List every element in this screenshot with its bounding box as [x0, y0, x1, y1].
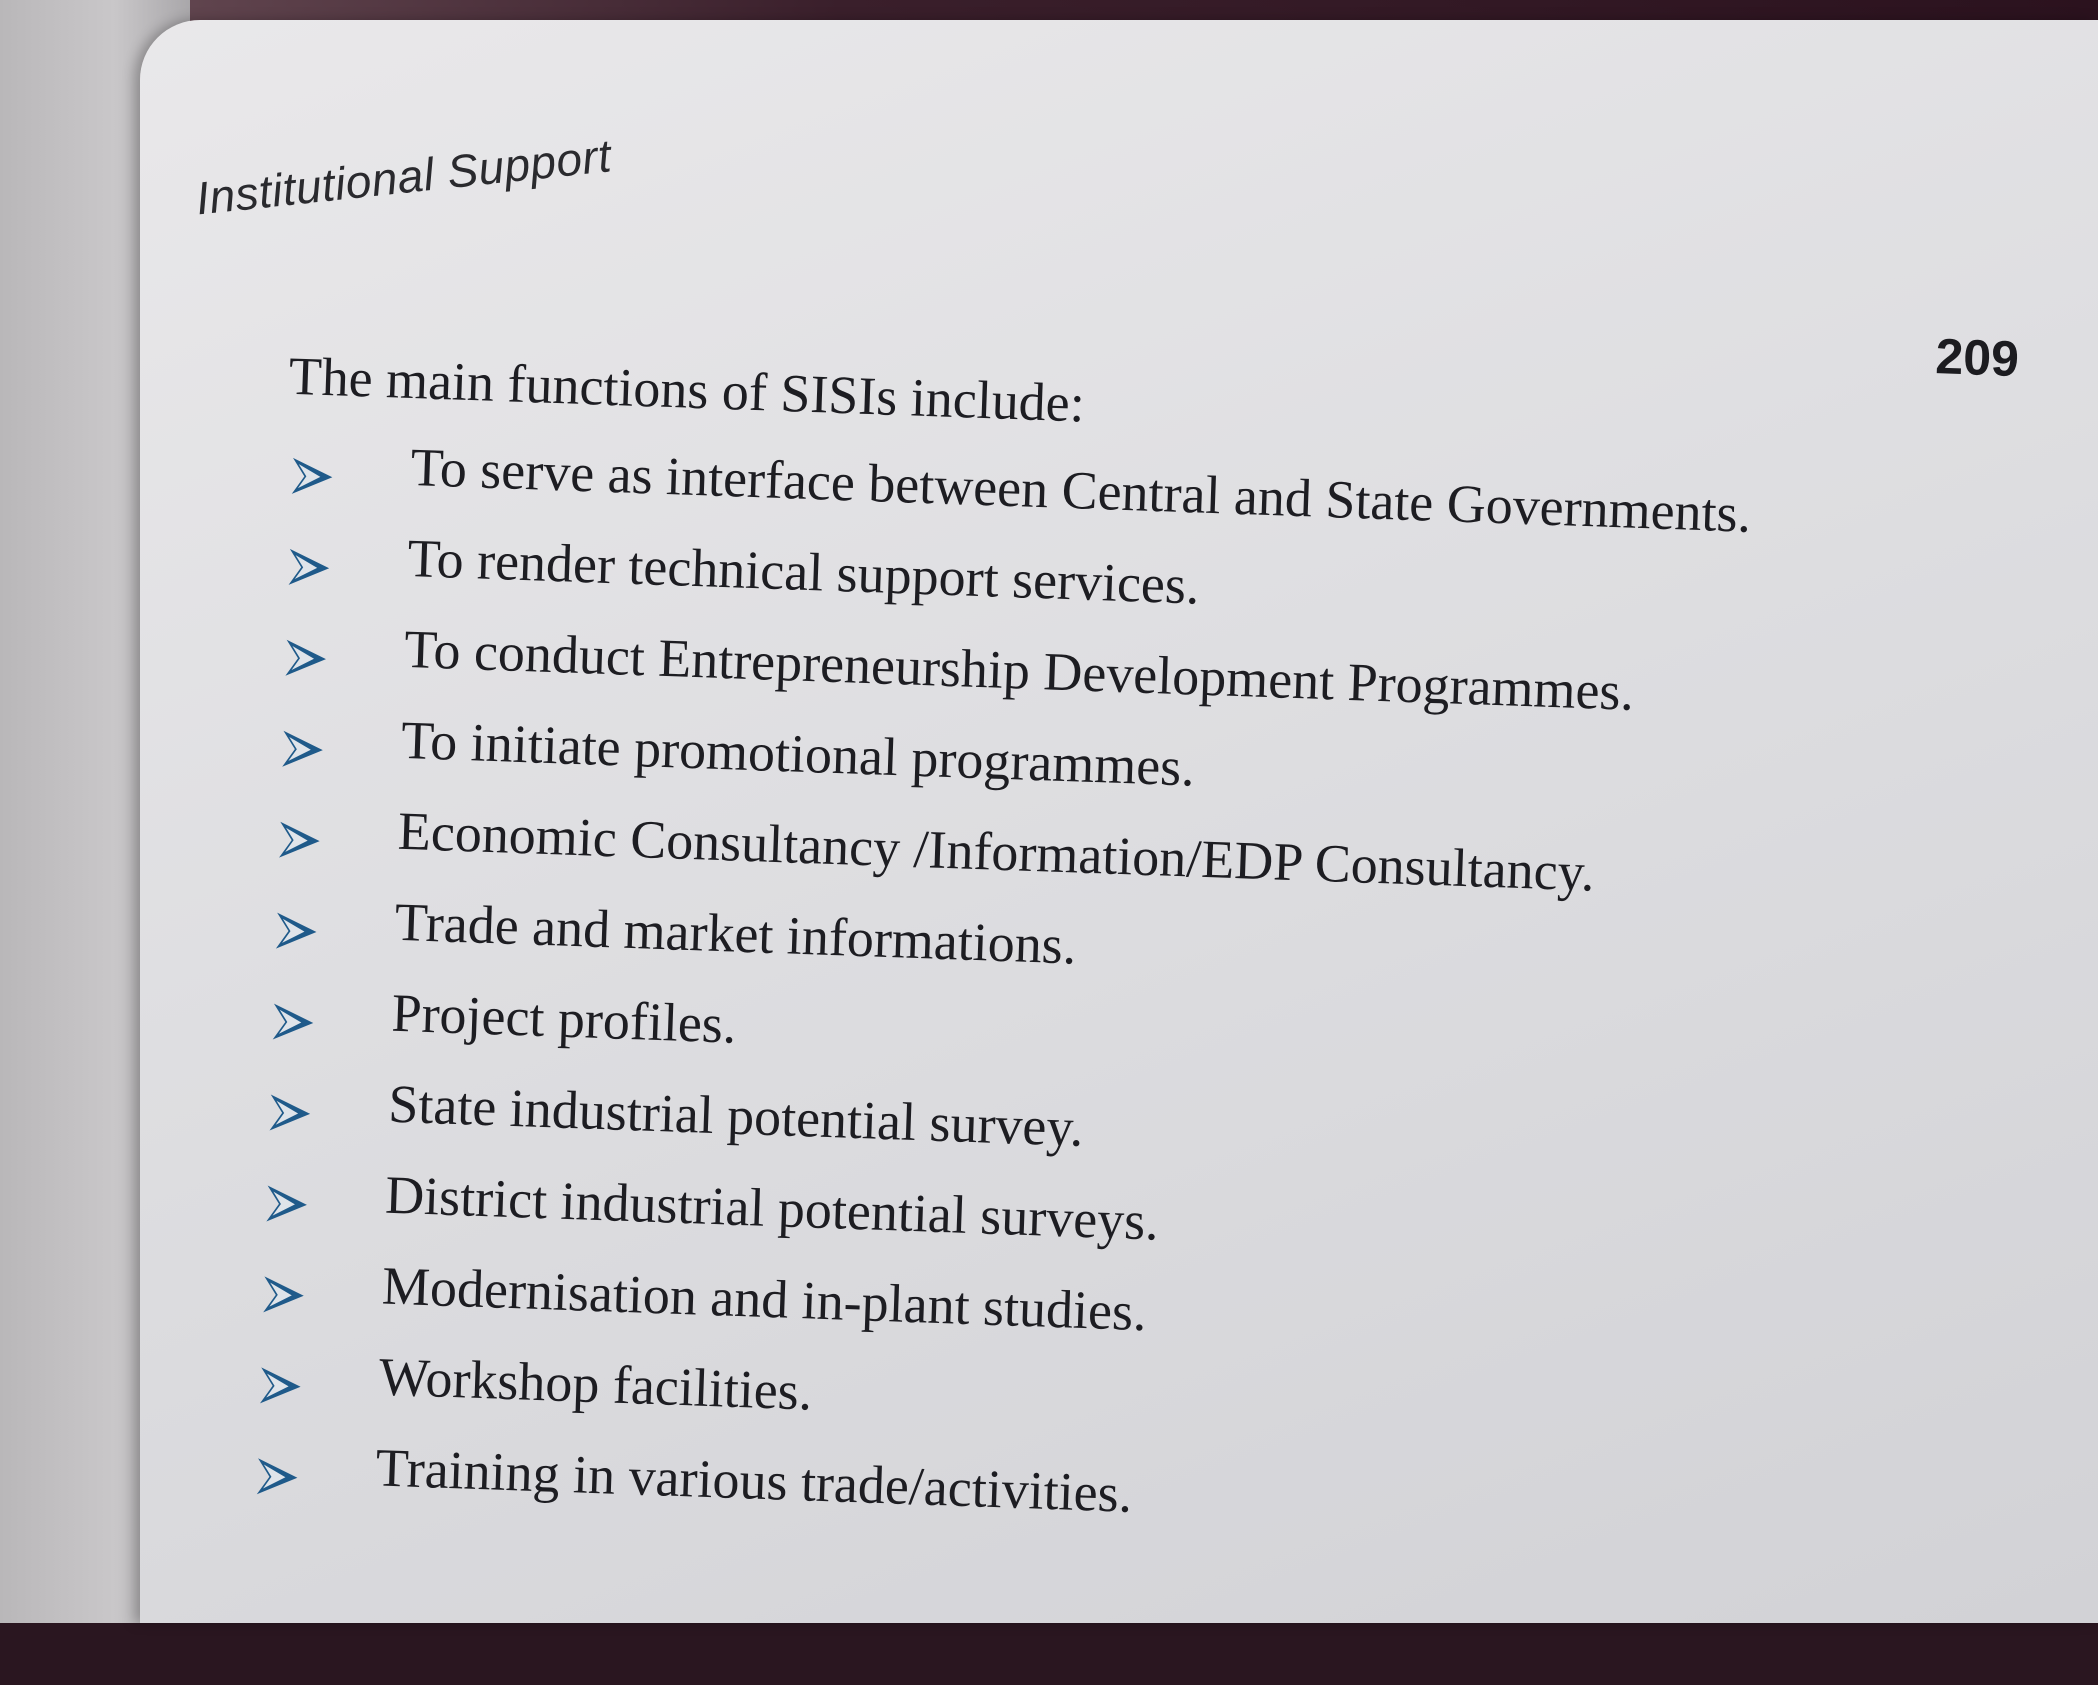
- list-item: Trade and market informations.: [273, 887, 1875, 1034]
- list-item: Project profiles.: [270, 978, 1872, 1125]
- arrowhead-bullet-icon: [256, 1458, 298, 1495]
- running-head: Institutional Support: [193, 129, 614, 225]
- list-item: Training in various trade/activities.: [254, 1432, 1856, 1579]
- page-number: 209: [1934, 328, 2020, 388]
- list-item: To initiate promotional programmes.: [279, 705, 1881, 852]
- list-item: To serve as interface between Central an…: [289, 432, 1891, 579]
- arrowhead-bullet-icon: [269, 1094, 311, 1131]
- arrowhead-bullet-icon: [275, 912, 317, 949]
- arrowhead-bullet-icon: [266, 1185, 307, 1222]
- list-item: State industrial potential survey.: [266, 1068, 1868, 1215]
- arrowhead-bullet-icon: [282, 730, 323, 767]
- arrowhead-bullet-icon: [285, 639, 326, 676]
- arrowhead-bullet-icon: [288, 548, 330, 585]
- intro-sentence: The main functions of SISIs include:: [287, 345, 1086, 434]
- list-item: Workshop facilities.: [257, 1341, 1859, 1488]
- arrowhead-bullet-icon: [279, 821, 320, 858]
- list-item-text: To serve as interface between Central an…: [409, 437, 1753, 544]
- arrowhead-bullet-icon: [263, 1276, 304, 1313]
- list-item: To render technical support services.: [286, 523, 1888, 670]
- list-item: District industrial potential surveys.: [263, 1159, 1865, 1306]
- functions-list: To serve as interface between Central an…: [254, 432, 1891, 1579]
- list-item: Modernisation and in-plant studies.: [260, 1250, 1862, 1397]
- arrowhead-bullet-icon: [272, 1003, 314, 1040]
- list-item-text: Project profiles.: [390, 982, 738, 1055]
- book-page: [140, 20, 2098, 1623]
- arrowhead-bullet-icon: [291, 457, 333, 494]
- list-item: To conduct Entrepreneurship Development …: [282, 614, 1884, 761]
- list-item: Economic Consultancy /Information/EDP Co…: [276, 796, 1878, 943]
- arrowhead-bullet-icon: [259, 1367, 301, 1404]
